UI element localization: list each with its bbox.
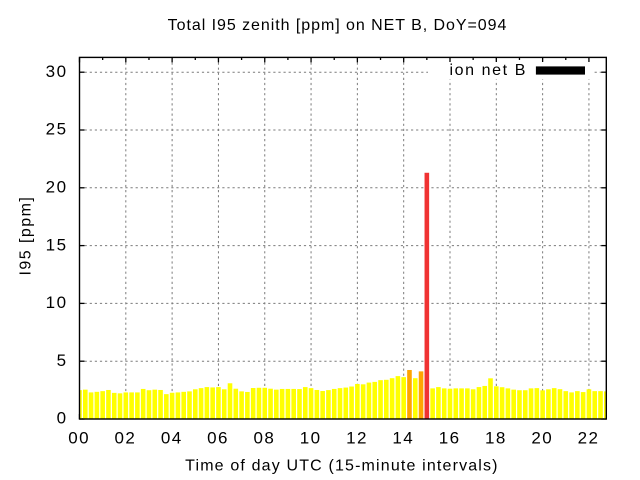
svg-text:Total I95 zenith [ppm] on NET: Total I95 zenith [ppm] on NET B, DoY=094 [168,17,508,34]
svg-text:02: 02 [115,429,137,448]
svg-text:00: 00 [68,429,90,448]
svg-text:16: 16 [439,429,461,448]
svg-text:Time of day UTC (15-minute int: Time of day UTC (15-minute intervals) [185,458,499,475]
svg-text:30: 30 [46,62,68,81]
svg-text:14: 14 [392,429,414,448]
svg-text:20: 20 [46,177,68,196]
svg-text:12: 12 [346,429,368,448]
svg-text:ion net B: ion net B [449,62,527,79]
svg-text:20: 20 [531,429,553,448]
svg-text:08: 08 [253,429,275,448]
svg-text:I95 [ppm]: I95 [ppm] [18,196,35,276]
svg-text:04: 04 [161,429,183,448]
svg-text:5: 5 [57,351,68,370]
svg-text:10: 10 [46,293,68,312]
svg-text:18: 18 [485,429,507,448]
svg-text:10: 10 [300,429,322,448]
svg-text:06: 06 [207,429,229,448]
svg-text:22: 22 [578,429,600,448]
svg-text:0: 0 [57,409,68,428]
svg-text:25: 25 [46,120,68,139]
svg-text:15: 15 [46,235,68,254]
